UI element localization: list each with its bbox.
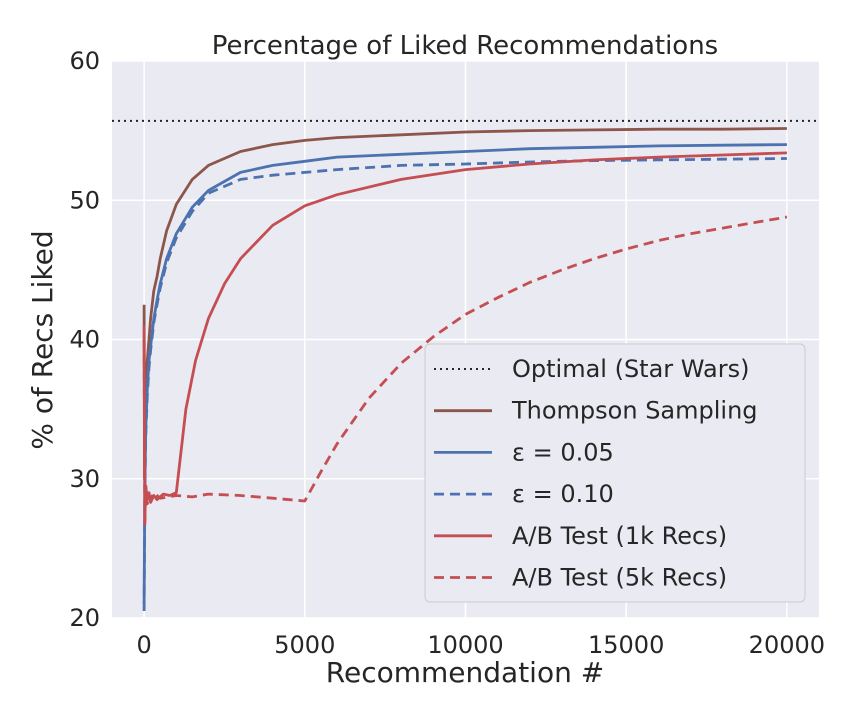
series-line-a-b-test-5k-recs <box>142 215 788 529</box>
x-axis-label: Recommendation # <box>326 656 604 689</box>
chart-title: Percentage of Liked Recommendations <box>212 31 718 61</box>
legend-box <box>424 343 806 603</box>
x-tick-label: 0 <box>136 631 151 659</box>
y-axis-label: % of Recs Liked <box>26 230 59 449</box>
legend-label: A/B Test (1k Recs) <box>512 522 727 550</box>
legend-label: ε = 0.10 <box>512 480 614 508</box>
y-tick-label: 40 <box>69 326 100 354</box>
y-tick-label: 20 <box>69 604 100 632</box>
legend-label: Thompson Sampling <box>511 397 758 425</box>
legend-label: A/B Test (5k Recs) <box>512 564 727 592</box>
y-tick-label: 30 <box>69 465 100 493</box>
legend-label: ε = 0.05 <box>512 438 614 466</box>
x-tick-label: 10000 <box>427 631 503 659</box>
x-tick-label: 15000 <box>588 631 664 659</box>
legend-label: Optimal (Star Wars) <box>512 355 749 383</box>
series-line-0-10 <box>142 157 787 612</box>
x-tick-label: 20000 <box>749 631 825 659</box>
series-layer <box>112 119 819 612</box>
series-line-thompson-sampling <box>142 127 787 481</box>
legend: Optimal (Star Wars) Thompson Sampling ε = … <box>424 343 806 603</box>
y-tick-label: 50 <box>69 186 100 214</box>
x-tick-label: 5000 <box>274 631 335 659</box>
y-tick-label: 60 <box>69 47 100 75</box>
tick-labels: 0 5000 10000 15000 20000 20 30 40 50 60 <box>69 47 825 659</box>
